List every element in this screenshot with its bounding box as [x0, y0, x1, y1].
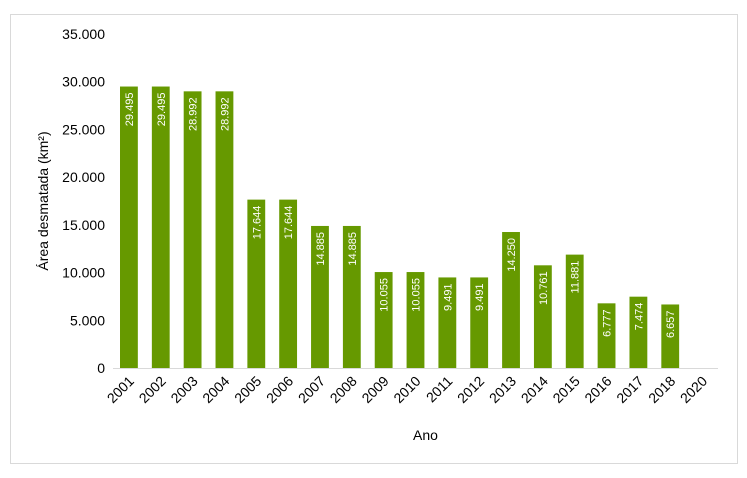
data-label-2011: 9.491	[442, 283, 454, 311]
y-tick-label: 5.000	[70, 312, 105, 328]
data-label-2010: 10.055	[411, 278, 423, 312]
y-tick-label: 25.000	[62, 121, 105, 137]
x-tick-label: 2020	[677, 373, 710, 406]
y-tick-label: 15.000	[62, 217, 105, 233]
data-label-2006: 17.644	[283, 206, 295, 240]
data-label-2013: 14.250	[506, 238, 518, 272]
data-label-2018: 6.657	[665, 310, 677, 338]
bar-2010	[406, 272, 425, 368]
x-tick-label: 2014	[518, 373, 551, 406]
x-tick-label: 2001	[104, 373, 137, 406]
x-tick-label: 2007	[295, 373, 328, 406]
y-tick-label: 0	[97, 360, 105, 376]
bar-2002	[151, 86, 170, 368]
x-tick-label: 2003	[167, 373, 200, 406]
bar-2006	[279, 199, 298, 368]
data-labels: 29.495 29.495 28.992 28.992 17.644 17.644 14.8…	[124, 93, 677, 338]
x-tick-label: 2002	[136, 373, 169, 406]
x-tick-label: 2010	[390, 373, 423, 406]
x-tick-label: 2005	[231, 373, 264, 406]
data-label-2014: 10.761	[538, 271, 550, 305]
y-tick-label: 20.000	[62, 169, 105, 185]
y-axis-title: Área desmatada (km²)	[35, 131, 51, 270]
x-tick-label: 2016	[581, 373, 614, 406]
bar-2012	[470, 277, 489, 368]
data-label-2016: 6.777	[602, 309, 614, 337]
y-tick-label: 35.000	[62, 26, 105, 42]
x-tick-label: 2012	[454, 373, 487, 406]
data-label-2008: 14.885	[347, 232, 359, 266]
bar-2016	[597, 303, 616, 368]
x-axis: 2001200220032004200520062007200820092010…	[104, 373, 711, 406]
x-tick-label: 2006	[263, 373, 296, 406]
data-label-2017: 7.474	[633, 303, 645, 331]
x-tick-label: 2004	[199, 373, 232, 406]
bar-2004	[215, 91, 234, 368]
bar-2009	[374, 272, 393, 368]
y-axis: 0 5.000 10.000 15.000 20.000 25.000 30.000 35.0…	[62, 26, 105, 376]
x-axis-title: Ano	[413, 427, 438, 443]
x-tick-label: 2011	[423, 373, 456, 406]
data-label-2015: 11.881	[570, 261, 582, 294]
bar-2015	[565, 254, 584, 368]
bar-2008	[342, 225, 361, 368]
y-tick-label: 30.000	[62, 74, 105, 90]
data-label-2012: 9.491	[474, 283, 486, 311]
x-tick-label: 2013	[486, 373, 519, 406]
y-tick-label: 10.000	[62, 265, 105, 281]
bar-2005	[247, 199, 266, 368]
x-tick-label: 2009	[358, 373, 391, 406]
data-label-2009: 10.055	[379, 278, 391, 312]
data-label-2007: 14.885	[315, 232, 327, 266]
data-label-2005: 17.644	[251, 206, 263, 240]
data-label-2003: 28.992	[188, 97, 200, 131]
bar-2013	[502, 232, 520, 368]
x-tick-label: 2017	[613, 373, 646, 406]
bar-2003	[183, 91, 202, 368]
data-label-2004: 28.992	[219, 97, 231, 131]
x-tick-label: 2018	[645, 373, 678, 406]
bar-2014	[533, 265, 552, 368]
x-tick-label: 2008	[327, 373, 360, 406]
bar-2011	[438, 277, 457, 368]
x-tick-label: 2015	[549, 373, 582, 406]
bars	[120, 86, 680, 368]
bar-2001	[120, 86, 138, 368]
bar-2007	[311, 225, 329, 368]
bar-2018	[661, 304, 680, 368]
data-label-2002: 29.495	[156, 93, 168, 127]
data-label-2001: 29.495	[124, 93, 136, 127]
bar-2017	[629, 296, 648, 368]
